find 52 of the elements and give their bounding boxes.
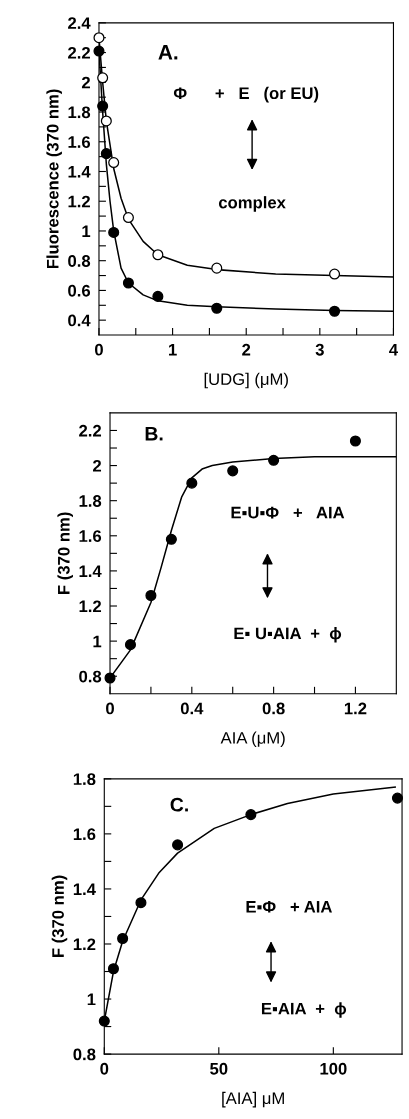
y-tick-label: 0.4 (68, 314, 91, 327)
y-tick-label: 2.2 (79, 424, 102, 437)
y-tick-label: 1.6 (68, 136, 91, 148)
y-tick-label: 1.6 (79, 530, 102, 542)
y-tick-label: 1 (82, 225, 91, 237)
annotation: E▪ U▪AIA + ϕ (234, 627, 342, 643)
y-tick-label: 2 (93, 459, 102, 472)
annotation: C. (170, 797, 188, 812)
y-tick-label: 2 (81, 76, 90, 89)
x-tick-label: 0 (100, 1062, 109, 1075)
y-tick-label: 0.8 (79, 670, 102, 683)
y-tick-label: 1.4 (68, 166, 91, 178)
x-axis-title: [AIA] μM (222, 1091, 284, 1108)
x-tick-label: 3 (315, 343, 324, 356)
y-tick-label: 1.8 (79, 495, 102, 507)
y-tick-label: 2.2 (68, 46, 90, 59)
annotation: B. (145, 427, 163, 441)
annotation: A. (158, 45, 178, 60)
x-tick-label: 4 (389, 343, 398, 356)
y-tick-label: 1.2 (79, 600, 102, 613)
annotation: E▪Φ + AIA (246, 900, 332, 913)
annotation: E▪AIA + ϕ (261, 1002, 347, 1018)
x-tick-label: 0.8 (262, 702, 285, 715)
y-tick-label: 1.4 (79, 565, 102, 577)
y-tick-label: 1 (93, 635, 102, 648)
x-tick-label: 0 (106, 702, 114, 715)
y-tick-label: 1.2 (68, 195, 90, 208)
x-tick-label: 0.4 (180, 702, 204, 715)
x-tick-label: 100 (320, 1062, 347, 1075)
annotation: complex (218, 196, 286, 212)
y-tick-label: 1.4 (73, 883, 96, 895)
y-tick-label: 0.8 (68, 255, 91, 267)
y-tick-label: 2.4 (68, 17, 91, 29)
y-tick-label: 1.8 (68, 106, 91, 119)
annotation: E▪U▪Φ + AIA (231, 506, 345, 519)
x-tick-label: 50 (210, 1062, 228, 1075)
y-tick-label: 0.8 (73, 1048, 96, 1061)
x-tick-label: 0 (95, 343, 103, 356)
annotation: Φ + E (or EU) (173, 86, 319, 103)
x-axis-title: AIA (μM) (220, 731, 285, 748)
y-tick-label: 1.8 (73, 773, 96, 786)
y-tick-label: 1.2 (73, 938, 96, 951)
y-axis-title: Fluorescence (370 nm) (46, 89, 62, 269)
y-axis-title: F (370 nm) (57, 512, 73, 594)
y-axis-title: F (370 nm) (51, 875, 68, 958)
y-tick-label: 1 (87, 993, 96, 1006)
x-tick-label: 2 (242, 343, 251, 356)
x-axis-title: [UDG] (μM) (204, 372, 288, 389)
x-tick-label: 1.2 (344, 702, 367, 715)
y-tick-label: 1.6 (73, 828, 96, 841)
y-tick-label: 0.6 (68, 284, 91, 297)
x-tick-label: 1 (169, 343, 177, 356)
